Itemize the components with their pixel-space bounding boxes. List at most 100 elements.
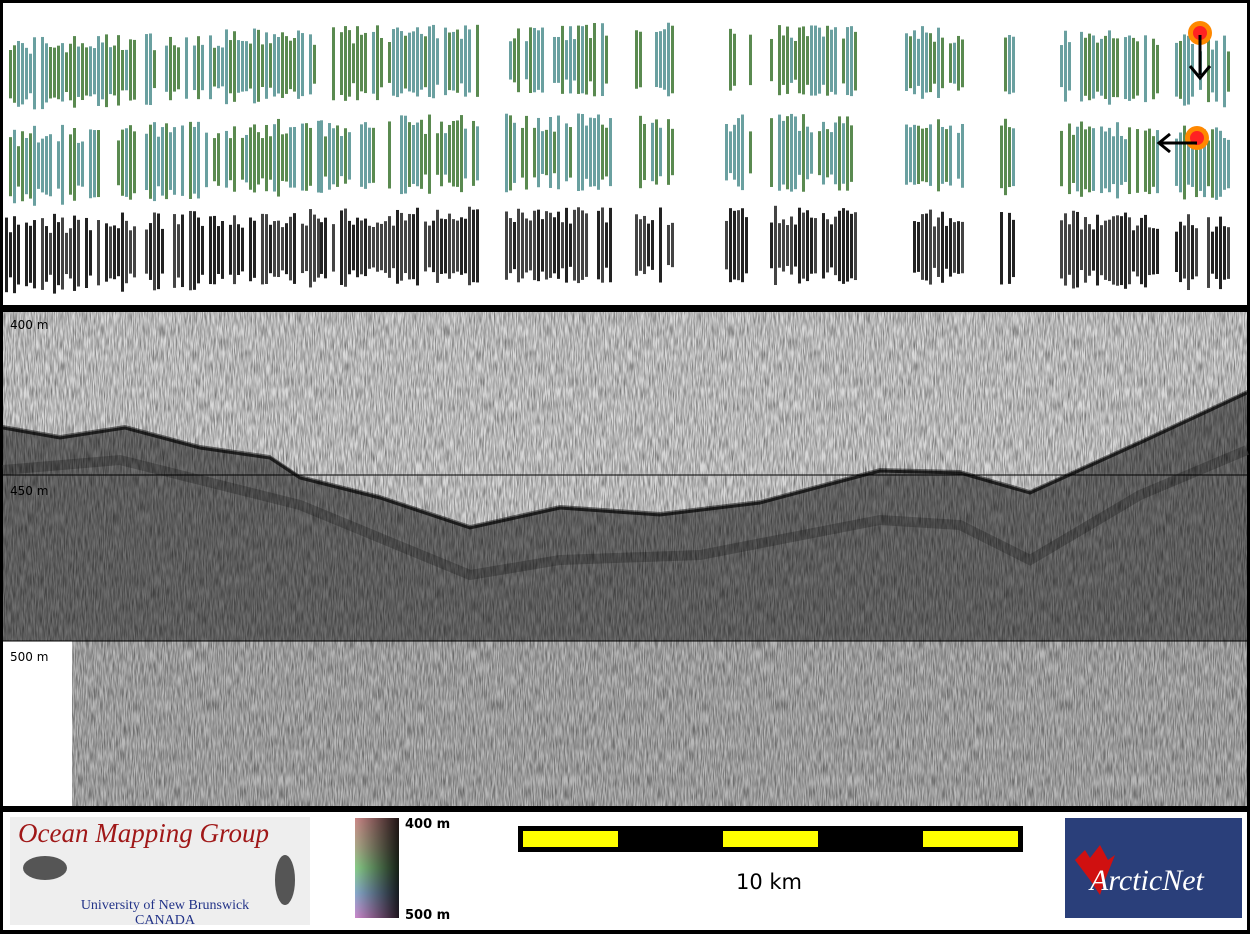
swath-strip: [1068, 123, 1071, 195]
swath-strip: [476, 126, 479, 181]
swath-strip: [1152, 38, 1155, 100]
swath-strip: [105, 34, 108, 108]
swath-strip: [1088, 126, 1091, 193]
swath-strip: [1068, 224, 1071, 275]
swath-strip: [185, 37, 188, 99]
swath-strip: [253, 28, 256, 104]
swath-strip: [440, 218, 443, 274]
swath-strip: [412, 125, 415, 184]
swath-strip: [834, 122, 837, 185]
swath-strip: [444, 219, 447, 274]
swath-strip: [317, 120, 320, 193]
swath-strip: [13, 45, 16, 103]
swath-strip: [53, 47, 56, 98]
swath-strip: [460, 217, 463, 275]
swath-strip: [643, 123, 646, 181]
swath-strip: [557, 115, 560, 190]
swath-strip: [597, 210, 600, 280]
swath-strip: [953, 222, 956, 273]
swath-strip: [41, 36, 44, 110]
swath-strip: [1187, 214, 1190, 291]
swath-strip: [81, 43, 84, 101]
swath-strip: [97, 220, 100, 286]
swath-strip: [1144, 214, 1147, 288]
swath-strip: [269, 224, 272, 274]
swath-strip: [328, 123, 331, 190]
swath-strip: [444, 27, 447, 96]
swath-strip: [360, 124, 363, 187]
swath-strip: [525, 115, 528, 190]
swath-strip: [917, 221, 920, 272]
swath-strip: [565, 123, 568, 182]
swath-strip: [513, 38, 516, 83]
swath-strip: [209, 35, 212, 100]
swath-strip: [17, 40, 20, 107]
swath-strip: [281, 134, 284, 181]
swath-strip: [432, 24, 435, 99]
swath-strip: [372, 127, 375, 183]
swath-strip: [428, 114, 431, 194]
swath-strip: [285, 36, 288, 94]
swath-strip: [53, 213, 56, 294]
swath-strip: [253, 124, 256, 193]
swath-strip: [1219, 216, 1222, 290]
swath-strip: [957, 221, 960, 274]
swath-strip: [589, 117, 592, 187]
swath-strip: [376, 222, 379, 272]
swath-strip: [1191, 225, 1194, 280]
swath-strip: [913, 124, 916, 185]
swath-strip: [1175, 42, 1178, 97]
swath-strip: [1136, 129, 1139, 193]
depth-label: 500 m: [10, 650, 48, 664]
swath-strip: [1148, 227, 1151, 276]
swath-strip: [344, 128, 347, 184]
swath-strip: [830, 224, 833, 268]
swath-strip: [1156, 228, 1159, 274]
swath-strip: [340, 210, 343, 285]
swath-strip: [1179, 132, 1182, 193]
swath-strip: [336, 125, 339, 187]
swath-strip: [209, 216, 212, 285]
swath-strip: [941, 211, 944, 283]
swath-strip: [113, 45, 116, 96]
swath-strip: [729, 208, 732, 283]
swath-strip: [313, 44, 316, 84]
swath-strip: [404, 220, 407, 274]
swath-strip: [388, 216, 391, 278]
swath-strip: [846, 27, 849, 96]
swath-strip: [45, 136, 48, 195]
swath-strip: [165, 45, 168, 92]
swath-strip: [1004, 118, 1007, 196]
swath-strip: [581, 26, 584, 94]
swath-strip: [509, 115, 512, 191]
swath-strip: [802, 26, 805, 95]
swath-strip: [806, 126, 809, 180]
swath-strip: [1084, 217, 1087, 283]
swath-strip: [221, 221, 224, 279]
swath-strip: [133, 39, 136, 100]
swath-strip: [798, 207, 801, 284]
swath-strip: [794, 40, 797, 80]
swath-strip: [360, 220, 363, 275]
swath-strip: [221, 47, 224, 87]
swath-strip: [667, 224, 670, 266]
swath-strip: [356, 217, 359, 278]
swath-strip: [639, 115, 642, 189]
swath-strip: [233, 215, 236, 285]
swath-strip: [89, 230, 92, 276]
swath-strip: [1100, 38, 1103, 96]
swath-strip: [585, 125, 588, 179]
swath-strip: [1000, 212, 1003, 285]
swath-strip: [945, 225, 948, 269]
swath-strip: [733, 210, 736, 280]
swath-strip: [749, 34, 752, 86]
swath-strip: [826, 219, 829, 273]
swath-strip: [1227, 139, 1230, 189]
swath-strip: [189, 121, 192, 199]
swath-strip: [456, 120, 459, 187]
swath-strip: [770, 38, 773, 82]
swath-strip: [225, 29, 228, 105]
swath-strip: [537, 209, 540, 282]
swath-strip: [49, 47, 52, 99]
swath-strip: [1223, 138, 1226, 190]
